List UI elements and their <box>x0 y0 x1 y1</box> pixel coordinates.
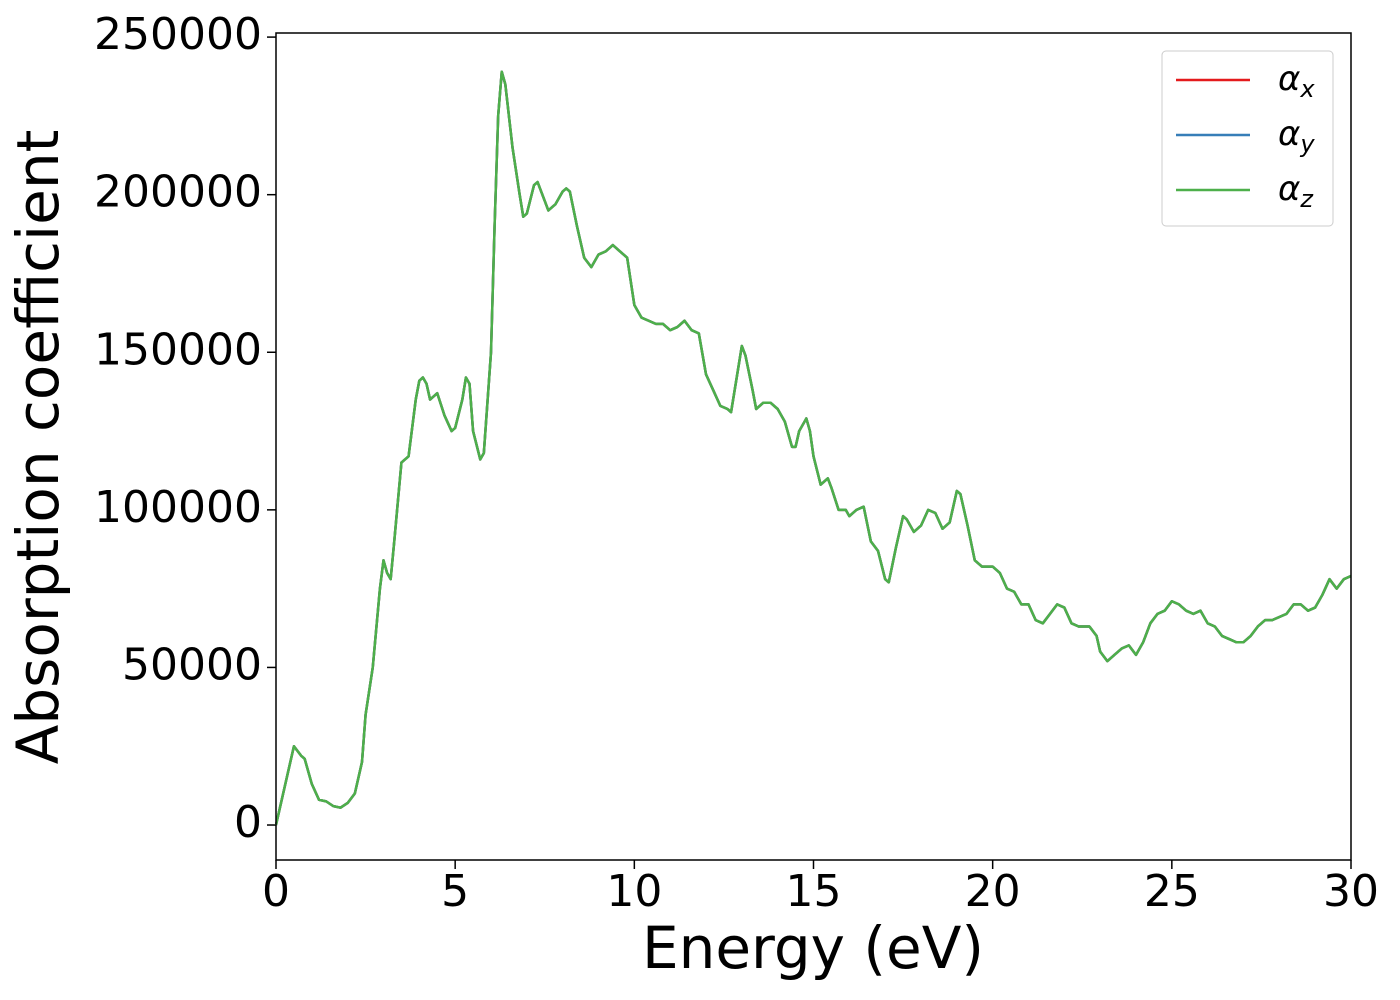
legend-label: αx <box>1278 59 1315 104</box>
y-tick-label: 150000 <box>94 324 262 375</box>
legend-subscript: x <box>1299 75 1315 103</box>
legend-symbol: α <box>1278 169 1300 209</box>
x-tick-label: 5 <box>441 866 469 917</box>
plot-frame <box>275 32 1352 861</box>
legend-subscript: y <box>1299 130 1315 158</box>
y-tick-label: 200000 <box>94 167 262 218</box>
x-tick-label: 20 <box>965 866 1021 917</box>
y-axis-label: Absorption coefficient <box>4 130 72 765</box>
y-tick-label: 50000 <box>122 639 262 690</box>
y-tick-label: 250000 <box>94 9 262 60</box>
x-tick-label: 30 <box>1323 866 1379 917</box>
x-axis-label: Energy (eV) <box>642 914 984 982</box>
legend-symbol: α <box>1278 114 1300 154</box>
x-tick-label: 25 <box>1144 866 1200 917</box>
y-tick-label: 0 <box>234 797 262 848</box>
legend-label: αz <box>1278 169 1314 214</box>
x-tick-label: 0 <box>262 866 290 917</box>
x-tick-label: 15 <box>786 866 842 917</box>
y-tick-label: 100000 <box>94 482 262 533</box>
legend-symbol: α <box>1278 59 1300 99</box>
series-line <box>274 70 1352 826</box>
legend-label: αy <box>1278 114 1315 159</box>
x-tick-label: 10 <box>606 866 662 917</box>
legend-subscript: z <box>1299 185 1314 213</box>
legend-box <box>1161 50 1334 227</box>
